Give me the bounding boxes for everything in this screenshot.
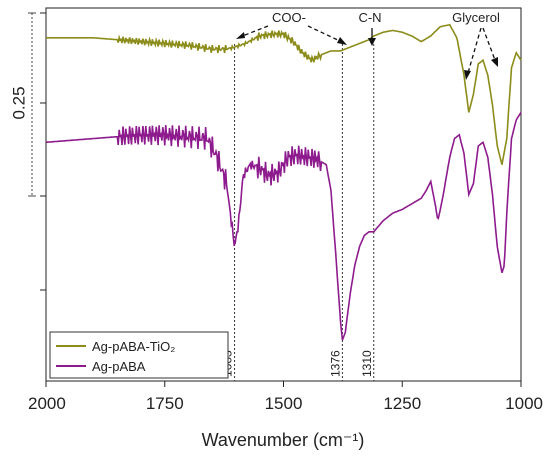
x-tick-label-1000: 1000 (505, 394, 543, 413)
glycerol-arrowhead-right (491, 57, 498, 67)
marker-label-1376: 1376 (328, 350, 342, 377)
y-axis-ticks (40, 12, 46, 291)
annotation-cn-label: C-N (358, 10, 381, 25)
annotation-glycerol-label: Glycerol (452, 10, 500, 25)
x-tick-label-1500: 1500 (265, 394, 303, 413)
x-tick-label-2000: 2000 (28, 394, 66, 413)
glycerol-arrow-right (482, 27, 496, 61)
coo-arrow-right (307, 25, 343, 43)
coo-arrowhead-left (236, 32, 245, 39)
legend-label-ag-paba-tio2: Ag-pABA-TiO₂ (92, 339, 175, 354)
glycerol-arrowhead-left (464, 70, 471, 80)
cn-arrowhead (368, 38, 376, 46)
x-tick-label-1750: 1750 (146, 394, 184, 413)
marker-lines: 160313761310 (221, 44, 375, 381)
x-axis-ticks: 2000 1750 1500 1250 1000 (28, 381, 543, 413)
x-tick-label-1250: 1250 (383, 394, 421, 413)
legend-label-ag-paba: Ag-pABA (92, 359, 146, 374)
annotation-glycerol: Glycerol (452, 10, 500, 80)
x-axis-title: Wavenumber (cm⁻¹) (202, 430, 365, 450)
legend-box (49, 331, 229, 379)
marker-label-1310: 1310 (360, 350, 374, 377)
legend: Ag-pABA-TiO₂ Ag-pABA (49, 331, 229, 379)
series-line-ag-paba (45, 111, 522, 341)
series-line-ag-paba-tio2 (46, 23, 522, 165)
plot-frame (45, 7, 522, 382)
coo-arrow-left (239, 25, 269, 38)
series-layer (45, 23, 522, 341)
glycerol-arrow-left (467, 27, 482, 74)
scale-bar-label: 0.25 (9, 86, 28, 119)
annotation-cn: C-N (358, 10, 382, 46)
annotation-coo-label: COO- (272, 10, 306, 25)
annotation-coo: COO- (236, 10, 347, 45)
coo-arrowhead-right (337, 37, 347, 45)
